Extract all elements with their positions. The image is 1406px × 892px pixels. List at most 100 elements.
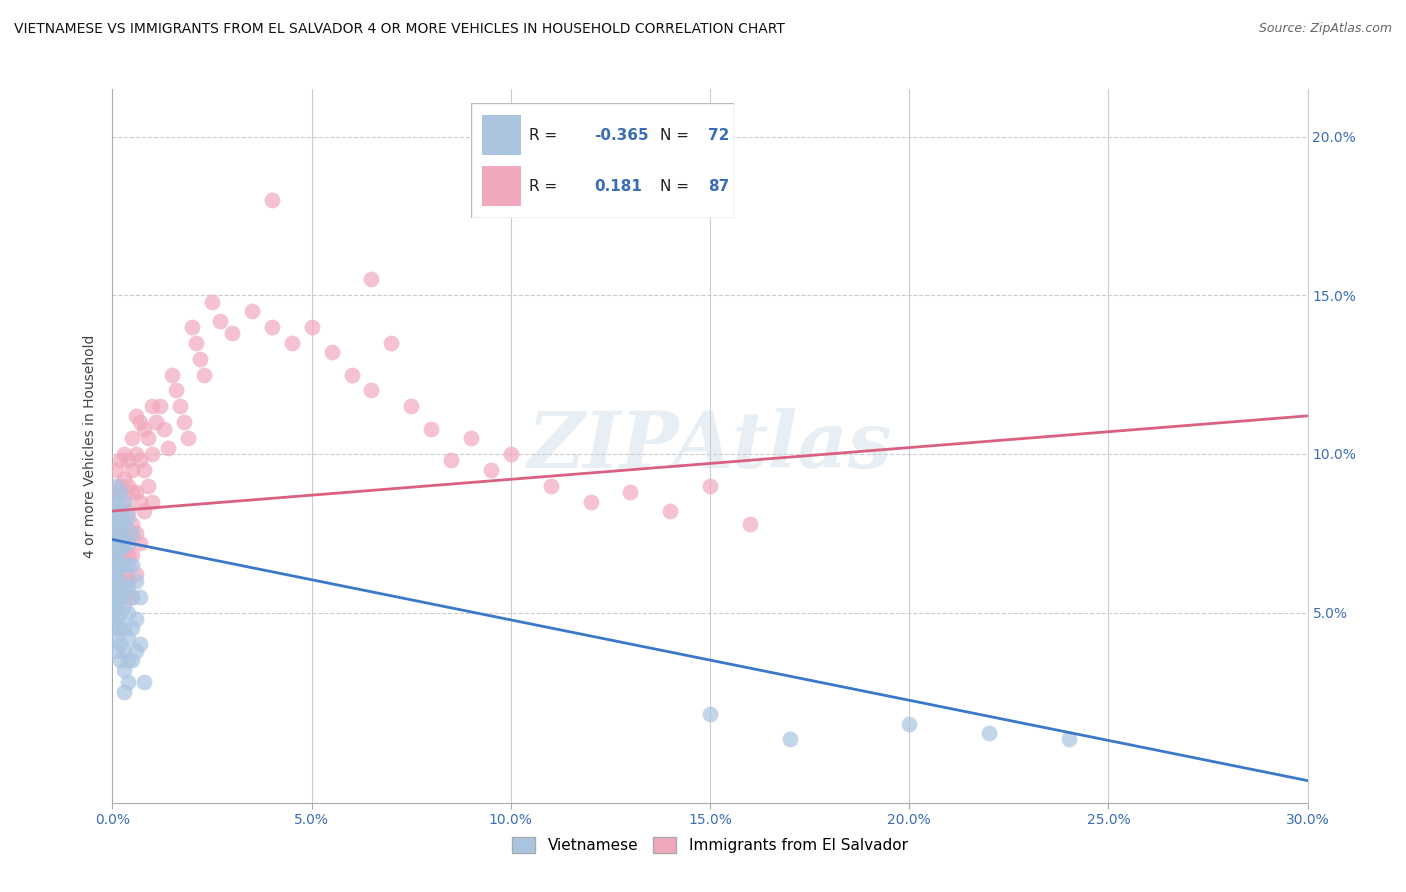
Point — [659, 504, 682, 518]
Point — [101, 567, 124, 582]
Point — [738, 516, 761, 531]
Point — [110, 504, 132, 518]
Point — [141, 447, 163, 461]
Point — [114, 494, 135, 508]
Point — [114, 516, 135, 531]
Point — [105, 599, 128, 614]
Point — [173, 415, 195, 429]
Point — [105, 526, 128, 541]
Point — [125, 447, 148, 461]
Point — [121, 590, 143, 604]
Point — [105, 549, 128, 563]
Point — [138, 431, 160, 445]
Point — [129, 453, 152, 467]
Point — [114, 621, 135, 635]
Point — [117, 510, 139, 524]
Point — [114, 535, 135, 549]
Point — [125, 526, 148, 541]
Point — [157, 441, 180, 455]
Legend: Vietnamese, Immigrants from El Salvador: Vietnamese, Immigrants from El Salvador — [506, 831, 914, 859]
Point — [117, 606, 139, 620]
Point — [149, 400, 172, 414]
Point — [105, 567, 128, 582]
Point — [114, 599, 135, 614]
Point — [105, 590, 128, 604]
Point — [977, 726, 1000, 740]
Point — [121, 558, 143, 572]
Point — [117, 580, 139, 594]
Point — [121, 590, 143, 604]
Point — [105, 558, 128, 572]
Point — [114, 685, 135, 699]
Point — [460, 431, 482, 445]
Point — [169, 400, 191, 414]
Point — [110, 549, 132, 563]
Point — [165, 384, 187, 398]
Point — [101, 526, 124, 541]
Point — [117, 574, 139, 588]
Point — [121, 549, 143, 563]
Point — [105, 631, 128, 645]
Point — [101, 510, 124, 524]
Point — [121, 431, 143, 445]
Point — [117, 675, 139, 690]
Point — [699, 478, 721, 492]
Point — [440, 453, 463, 467]
Text: ZIPAtlas: ZIPAtlas — [527, 408, 893, 484]
Point — [117, 526, 139, 541]
Point — [186, 335, 208, 350]
Point — [101, 485, 124, 500]
Point — [105, 504, 128, 518]
Point — [380, 335, 402, 350]
Point — [129, 590, 152, 604]
Point — [121, 653, 143, 667]
Point — [301, 320, 323, 334]
Point — [114, 447, 135, 461]
Point — [105, 463, 128, 477]
Point — [121, 526, 143, 541]
Point — [110, 590, 132, 604]
Point — [110, 516, 132, 531]
Point — [141, 494, 163, 508]
Point — [114, 580, 135, 594]
Point — [134, 421, 156, 435]
Point — [101, 504, 124, 518]
Point — [125, 567, 148, 582]
Point — [110, 526, 132, 541]
Point — [114, 542, 135, 557]
Point — [181, 320, 204, 334]
Point — [101, 580, 124, 594]
Point — [117, 453, 139, 467]
Point — [105, 504, 128, 518]
Point — [101, 606, 124, 620]
Point — [1057, 732, 1080, 747]
Point — [779, 732, 801, 747]
Point — [125, 485, 148, 500]
Point — [134, 675, 156, 690]
Point — [105, 643, 128, 657]
Point — [321, 345, 343, 359]
Point — [129, 415, 152, 429]
Point — [110, 542, 132, 557]
Point — [105, 526, 128, 541]
Point — [125, 612, 148, 626]
Point — [121, 621, 143, 635]
Point — [101, 504, 124, 518]
Point — [134, 504, 156, 518]
Point — [121, 463, 143, 477]
Point — [101, 612, 124, 626]
Point — [101, 542, 124, 557]
Point — [110, 637, 132, 651]
Point — [579, 494, 602, 508]
Point — [110, 485, 132, 500]
Point — [101, 590, 124, 604]
Point — [110, 653, 132, 667]
Point — [129, 637, 152, 651]
Point — [240, 304, 263, 318]
Point — [898, 716, 921, 731]
Point — [101, 599, 124, 614]
Point — [125, 574, 148, 588]
Point — [117, 558, 139, 572]
Point — [360, 384, 382, 398]
Point — [121, 516, 143, 531]
